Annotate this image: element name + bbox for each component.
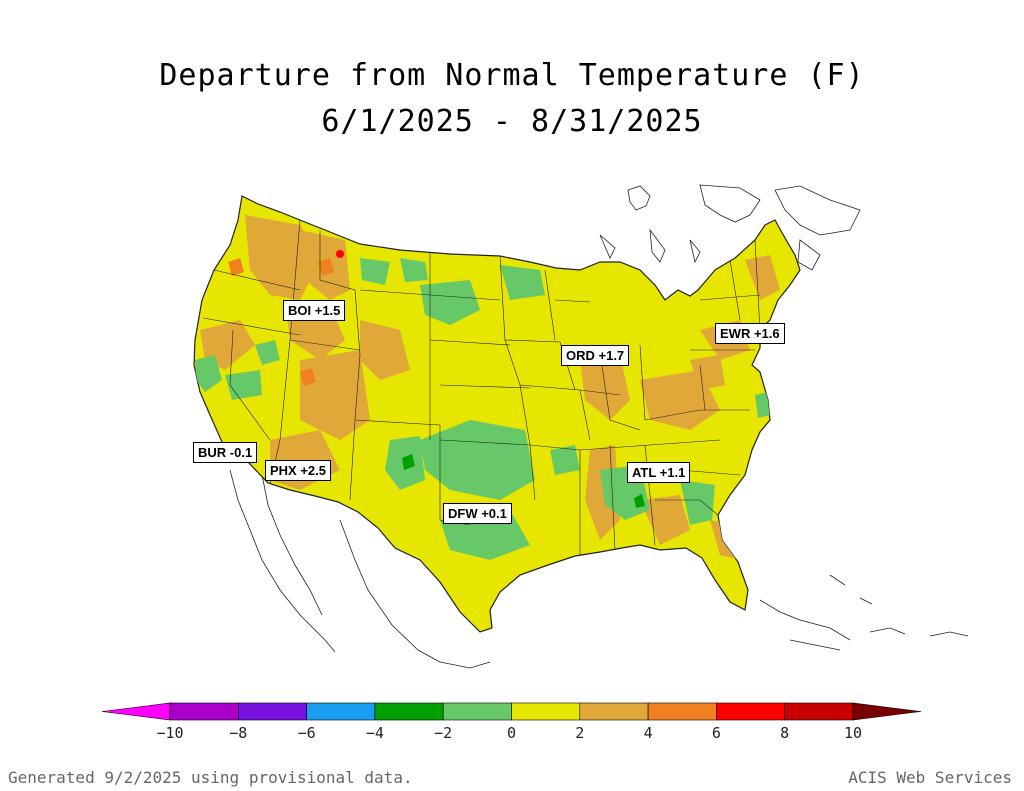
colorbar-box (169, 702, 239, 721)
station-label-ewr: EWR +1.6 (715, 323, 785, 344)
generated-note: Generated 9/2/2025 using provisional dat… (8, 768, 413, 787)
credit-note: ACIS Web Services (848, 768, 1012, 787)
colorbar-low-arrow (101, 702, 171, 721)
map-title: Departure from Normal Temperature (F) (159, 58, 865, 93)
station-label-bur: BUR -0.1 (193, 442, 258, 463)
colorbar-box (442, 702, 512, 721)
colorbar-box (647, 702, 717, 721)
colorbar-high-arrow (852, 702, 922, 721)
colorbar-box (306, 702, 376, 721)
colorbar-box (511, 702, 581, 721)
colorbar-tick-label: −4 (365, 724, 384, 742)
colorbar-tick-label: −6 (297, 724, 316, 742)
conus-base-fill (193, 195, 801, 633)
anomaly-contours (195, 215, 780, 560)
station-label-phx: PHX +2.5 (265, 460, 332, 481)
colorbar-tick-label: −10 (156, 724, 184, 742)
station-label-atl: ATL +1.1 (627, 462, 691, 483)
colorbar-tick-label: 6 (711, 724, 721, 742)
station-label-boi: BOI +1.5 (283, 300, 346, 321)
colorbar-tick-label: −8 (229, 724, 248, 742)
temperature-departure-map (193, 184, 969, 669)
date-range-title: 6/1/2025 - 8/31/2025 (321, 104, 703, 139)
colorbar-tick-label: −2 (434, 724, 453, 742)
colorbar-box (579, 702, 649, 721)
colorbar-box (238, 702, 307, 721)
colorbar-tick-label: 4 (643, 724, 653, 742)
station-label-dfw: DFW +0.1 (443, 503, 512, 524)
colorbar-tick-label: 2 (575, 724, 585, 742)
colorbar-box (716, 702, 786, 721)
colorbar-box (374, 702, 444, 721)
colorbar-tick-label: 8 (780, 724, 790, 742)
colorbar-box (784, 702, 854, 721)
colorbar-tick-label: 0 (506, 724, 517, 742)
station-label-ord: ORD +1.7 (561, 345, 630, 366)
neighbor-coastlines (229, 184, 969, 669)
colorbar-tick-label: 10 (843, 724, 863, 742)
